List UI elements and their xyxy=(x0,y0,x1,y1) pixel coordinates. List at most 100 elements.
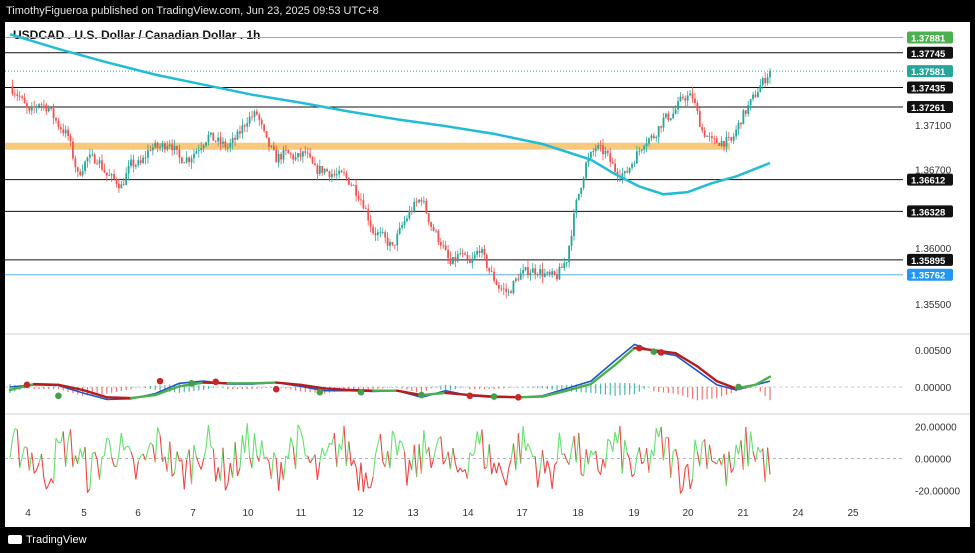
candle-body xyxy=(452,257,454,265)
oscillator-series xyxy=(9,423,771,494)
candle-body xyxy=(672,113,675,119)
histogram-bar xyxy=(280,387,282,388)
candle-body xyxy=(255,111,258,115)
histogram-bar xyxy=(556,385,558,391)
candle-body xyxy=(485,254,488,268)
oscillator-segment xyxy=(556,432,560,463)
oscillator-segment xyxy=(730,468,735,473)
candle-body xyxy=(628,167,631,173)
histogram-bar xyxy=(425,387,427,391)
crossover-marker[interactable] xyxy=(55,392,62,400)
crossover-marker[interactable] xyxy=(272,385,280,393)
oscillator-segment xyxy=(348,441,352,466)
oscillator-segment xyxy=(84,446,89,493)
tradingview-logo[interactable]: TradingView xyxy=(8,527,87,553)
oscillator-segment xyxy=(723,453,727,486)
signal-line-segment xyxy=(541,389,568,398)
oscillator-segment xyxy=(747,431,752,467)
histogram-bar xyxy=(454,385,456,390)
oscillator-segment xyxy=(200,458,205,470)
oscillator-segment xyxy=(529,449,534,458)
candle-body xyxy=(355,185,358,196)
sr-zone[interactable] xyxy=(5,142,730,150)
last-price-label: 1.37581 xyxy=(911,67,946,78)
oscillator-segment xyxy=(481,429,485,469)
oscillator-segment xyxy=(77,448,81,464)
crossover-marker[interactable] xyxy=(23,381,31,389)
crossover-marker[interactable] xyxy=(212,378,220,386)
candle-body xyxy=(367,208,370,221)
candle-body xyxy=(289,153,292,155)
oscillator-segment xyxy=(515,433,519,471)
candle-body xyxy=(130,159,132,166)
oscillator-segment xyxy=(691,439,696,480)
crossover-marker[interactable] xyxy=(156,377,164,385)
crossover-marker[interactable] xyxy=(657,349,665,356)
crossover-marker[interactable] xyxy=(635,344,643,352)
time-axis-tick: 20 xyxy=(682,508,694,519)
histogram-bar xyxy=(106,387,108,394)
crossover-marker[interactable] xyxy=(188,380,195,387)
oscillator-segment xyxy=(636,447,640,457)
oscillator-segment xyxy=(541,450,546,474)
candle-body xyxy=(466,254,469,260)
time-axis-tick: 17 xyxy=(516,508,528,519)
oscillator-segment xyxy=(135,461,139,480)
crossover-marker[interactable] xyxy=(514,393,522,401)
oscillator-segment xyxy=(74,455,79,465)
candle-body xyxy=(156,142,159,148)
oscillator-segment xyxy=(447,451,452,470)
level-price-tag xyxy=(907,46,953,59)
candle-body xyxy=(205,142,207,146)
histogram-bar xyxy=(517,387,519,388)
oscillator-segment xyxy=(106,437,110,441)
crossover-marker[interactable] xyxy=(466,392,474,400)
oscillator-segment xyxy=(670,451,674,478)
oscillator-segment xyxy=(26,447,30,471)
oscillator-segment xyxy=(24,446,28,448)
signal-line-segment xyxy=(299,383,326,390)
candle-body xyxy=(677,101,679,110)
crossover-marker[interactable] xyxy=(490,393,498,400)
histogram-bar xyxy=(261,387,263,389)
candle-body xyxy=(674,109,677,114)
histogram-bar xyxy=(246,387,248,390)
histogram-bar xyxy=(367,387,369,390)
oscillator-segment xyxy=(174,451,178,474)
candle-body xyxy=(376,232,379,236)
candle-body xyxy=(585,162,587,178)
oscillator-segment xyxy=(505,468,510,486)
oscillator-segment xyxy=(416,444,420,478)
histogram-bar xyxy=(299,387,302,392)
oscillator-segment xyxy=(287,437,292,459)
oscillator-segment xyxy=(399,440,403,444)
oscillator-segment xyxy=(520,426,524,464)
chart-svg[interactable]: USDCAD . U.S. Dollar / Canadian Dollar .… xyxy=(5,22,970,527)
histogram-bar xyxy=(599,383,602,395)
candle-body xyxy=(386,237,389,246)
crossover-marker[interactable] xyxy=(418,391,425,399)
oscillator-segment xyxy=(449,447,454,470)
histogram-bar xyxy=(33,387,35,390)
candle-body xyxy=(725,137,728,147)
candle-body xyxy=(471,258,474,263)
candle-body xyxy=(64,129,67,134)
candle-body xyxy=(304,151,307,153)
candle-body xyxy=(149,150,152,152)
candle-body xyxy=(432,226,435,231)
signal-line-segment xyxy=(250,381,278,385)
candle-body xyxy=(689,93,692,96)
candle-body xyxy=(732,136,735,141)
crossover-marker[interactable] xyxy=(357,388,365,396)
crossover-marker[interactable] xyxy=(316,388,324,396)
crossover-marker[interactable] xyxy=(650,348,658,356)
moving-average-line[interactable] xyxy=(9,33,771,196)
oscillator-segment xyxy=(212,448,217,482)
crossover-marker[interactable] xyxy=(735,383,742,391)
oscillator-segment xyxy=(740,440,744,470)
candle-body xyxy=(638,150,641,152)
oscillator-segment xyxy=(435,438,439,448)
oscillator-segment xyxy=(326,442,331,452)
oscillator-segment xyxy=(682,467,686,490)
